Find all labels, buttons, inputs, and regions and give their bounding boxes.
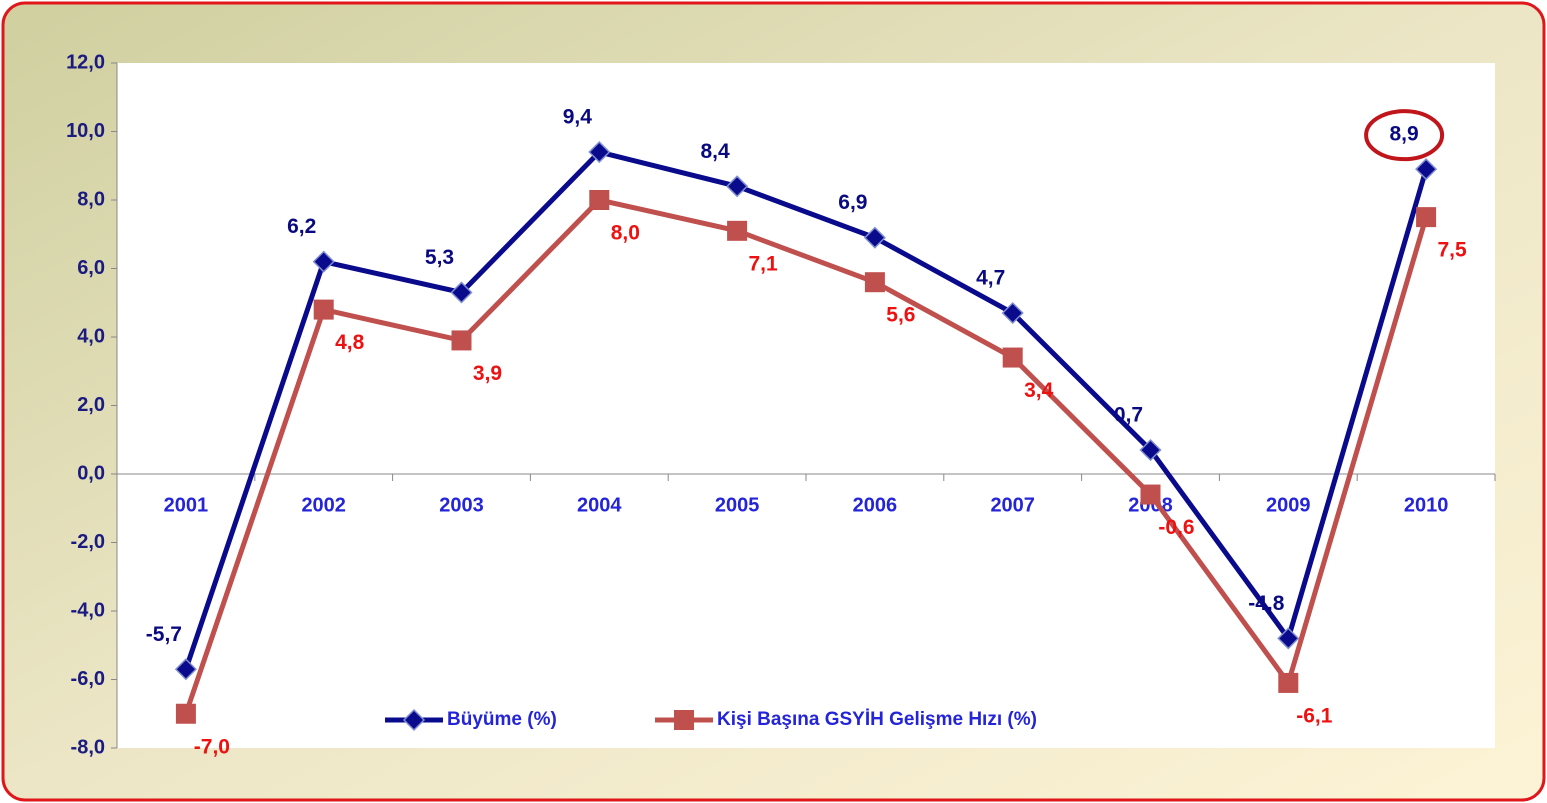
data-label: 8,4 (700, 140, 730, 163)
y-tick-label: 0,0 (77, 462, 105, 484)
point (864, 272, 885, 293)
x-tick-label: 2009 (1266, 494, 1311, 516)
point (589, 190, 610, 210)
data-label: 4,8 (335, 331, 365, 354)
point (312, 250, 335, 273)
point (1416, 207, 1437, 228)
x-tick-label: 2004 (577, 494, 622, 516)
plot-area (117, 63, 1495, 748)
series-line (183, 197, 1429, 715)
x-tick-label: 2003 (439, 494, 484, 516)
data-label: 6,9 (838, 191, 867, 214)
x-tick-label: 2006 (853, 494, 898, 516)
y-tick-label: -6,0 (71, 668, 105, 690)
data-label: 3,9 (473, 362, 502, 385)
point (451, 330, 472, 351)
point (726, 175, 749, 198)
point (863, 226, 886, 249)
legend-label: Büyüme (%) (447, 709, 557, 730)
legend-marker (402, 708, 426, 732)
x-tick-label: 2010 (1404, 494, 1449, 516)
point (1277, 627, 1300, 650)
y-tick-label: 12,0 (66, 51, 105, 73)
y-tick-label: -8,0 (71, 736, 105, 758)
data-label: 5,3 (425, 246, 454, 269)
point (450, 281, 473, 304)
x-tick-label: 2001 (164, 494, 209, 516)
data-label: -7,0 (194, 735, 230, 758)
y-tick-label: 6,0 (77, 257, 105, 279)
series-line (183, 149, 1429, 671)
data-label: 7,5 (1437, 239, 1467, 262)
data-label: -0,6 (1158, 516, 1194, 539)
x-tick-label: 2002 (301, 494, 346, 516)
y-tick-label: 4,0 (77, 325, 105, 347)
point (175, 703, 196, 724)
y-tick-label: 10,0 (66, 120, 105, 142)
data-label: 0,7 (1114, 404, 1143, 427)
highlight-ring (1364, 109, 1445, 162)
legend-marker (674, 710, 694, 730)
data-label: -4,8 (1248, 592, 1285, 615)
data-label: 7,1 (748, 252, 778, 275)
point (1415, 158, 1438, 181)
point (313, 299, 334, 320)
data-label: 5,6 (886, 304, 915, 327)
point (1278, 672, 1299, 693)
point (1002, 347, 1023, 368)
data-label: 9,4 (563, 106, 593, 129)
point (588, 140, 611, 164)
data-label: -5,7 (146, 623, 182, 646)
point (727, 220, 748, 241)
y-tick-label: -4,0 (71, 599, 105, 621)
point (1139, 438, 1162, 462)
x-tick-label: 2007 (990, 494, 1035, 516)
data-label: 8,9 (1389, 123, 1418, 146)
x-tick-label: 2005 (715, 494, 760, 516)
data-label: 3,4 (1024, 379, 1054, 402)
data-label: -6,1 (1296, 704, 1333, 727)
data-label: 8,0 (611, 222, 640, 245)
point (174, 658, 197, 681)
y-tick-label: -2,0 (71, 531, 105, 553)
point (1001, 301, 1024, 325)
data-label: 6,2 (287, 215, 316, 238)
y-tick-label: 2,0 (77, 394, 105, 416)
y-tick-label: 8,0 (77, 188, 105, 210)
legend-label: Kişi Başına GSYİH Gelişme Hızı (%) (717, 709, 1037, 730)
point (1140, 484, 1161, 505)
data-label: 4,7 (976, 267, 1005, 290)
